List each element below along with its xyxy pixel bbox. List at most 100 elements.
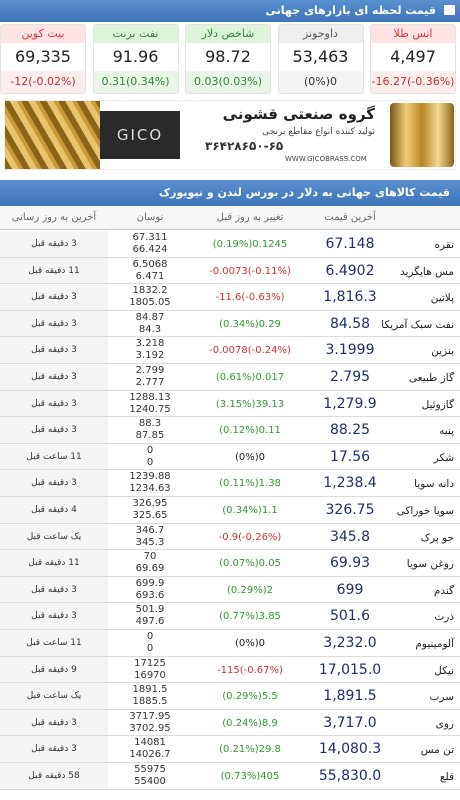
ticker-change: 0.31(0.34%): [93, 71, 178, 93]
table-row: دانه سویا 1,238.4 (0.11%)1.38 1239.88 1234.6…: [0, 470, 460, 497]
table-row: روغن سویا 69.93 (0.07%)0.05 70 69.69 11 دقیقه…: [0, 550, 460, 577]
commodity-name: شکر: [433, 451, 454, 464]
table-row: قلع 55,830.0 (0.73%)405 55975 55400 58 دقیقه …: [0, 763, 460, 790]
updated-bg: [0, 709, 108, 736]
ticker-card[interactable]: انس طلا 4,497 -16.27(-0.36%): [370, 24, 456, 94]
daily-change: (0%)0: [234, 451, 266, 463]
ticker-value: 91.96: [112, 47, 159, 66]
last-update: 3 دقیقه قبل: [31, 292, 77, 303]
range-low: 325.65: [132, 510, 168, 521]
banner-rods-image: [5, 101, 100, 169]
last-price: 501.6: [329, 608, 371, 625]
last-price: 1,816.3: [323, 289, 377, 306]
column-header: آخرین به روز رسانی: [11, 212, 97, 223]
table-row: تن مس 14,080.3 (0.21%)29.8 14081 14026.7 3 دق…: [0, 736, 460, 763]
table-row: نقره 67.148 (0.19%)0.1245 67.311 66.424 3 دقی…: [0, 231, 460, 258]
range-high: 0: [146, 631, 154, 642]
last-price: 1,891.5: [323, 688, 377, 705]
commodity-name: بنزین: [431, 345, 454, 358]
banner-tagline: تولید کننده انواع مقاطع برنجی: [262, 127, 375, 137]
last-price: 3.1999: [325, 342, 375, 359]
range-low: 0: [146, 643, 154, 654]
banner-brass-image: [390, 103, 454, 167]
commodity-name: جو پرک: [420, 531, 454, 544]
updated-bg: [0, 630, 108, 656]
ticker-value: 69,335: [15, 47, 71, 66]
range-low: 3702.95: [129, 722, 171, 734]
last-price: 14,080.3: [318, 741, 382, 758]
table-row: شکر 17.56 (0%)0 0 0 11 ساعت قبل: [0, 443, 460, 471]
commodity-name: تن مس: [420, 744, 454, 757]
last-price: 84.58: [329, 315, 371, 332]
range-low: 87.85: [135, 430, 165, 442]
banner-website: WWW.GICOBRASS.COM: [285, 155, 367, 163]
column-header: تغییر به روز قبل: [216, 212, 284, 223]
ticker-card[interactable]: بیت کوین 69,335 -12(-0.02%): [0, 24, 86, 94]
banner-phone: ۳۶۴۲۸۶۵۰-۶۵: [205, 139, 284, 153]
updated-bg: [0, 683, 108, 709]
daily-change: (0.34%)1.1: [222, 505, 278, 516]
range-high: 501.9: [135, 604, 165, 616]
table-row: گاز طبیعی 2.795 (0.61%)0.017 2.799 2.777 3 دق…: [0, 364, 460, 391]
table-row: روی 3,717.0 (0.24%)8.9 3717.95 3702.95 3 دقیق…: [0, 709, 460, 737]
daily-change: -115(-0.67%): [217, 664, 283, 676]
daily-change: -11.6(-0.63%): [215, 292, 285, 304]
updated-bg: [0, 603, 108, 629]
table-header: آخرین قیمت تغییر به روز قبل نوسان آخرین به …: [0, 206, 460, 230]
last-price: 17.56: [329, 448, 371, 465]
range-high: 1239.88: [129, 471, 171, 483]
table-row: ذرت 501.6 (0.77%)3.85 501.9 497.6 3 دقیقه قبل: [0, 603, 460, 630]
column-header: نوسان: [136, 212, 164, 223]
header-icon: [444, 5, 455, 15]
table-row: گندم 699 (0.29%)2 699.9 693.6 3 دقیقه قبل: [0, 576, 460, 604]
updated-bg: [0, 257, 108, 284]
commodity-name: پلاتین: [430, 292, 454, 305]
range-high: 699.9: [135, 577, 165, 589]
commodity-name: قلع: [439, 771, 454, 783]
updated-bg: [0, 497, 108, 523]
daily-change: (0.21%)29.8: [219, 744, 281, 756]
updated-bg: [0, 470, 108, 496]
commodity-name: نقره: [434, 239, 454, 251]
banner-company: گروه صنعتی قشونی: [222, 105, 375, 123]
last-price: 55,830.0: [318, 768, 382, 784]
updated-bg: [0, 310, 108, 337]
last-update: 3 دقیقه قبل: [31, 318, 77, 329]
commodity-name: مس هایگرید: [399, 265, 454, 278]
last-update: 58 دقیقه قبل: [28, 771, 80, 781]
last-price: 3,232.0: [323, 635, 377, 651]
last-price: 69.93: [329, 555, 371, 572]
range-low: 14026.7: [129, 749, 171, 761]
ticker-name: داوجونز: [278, 25, 363, 43]
ticker-card[interactable]: شاخص دلار 98.72 0.03(0.03%): [185, 24, 271, 94]
table-row: نیکل 17,015.0 -115(-0.67%) 17125 16970 9 دقیق…: [0, 656, 460, 684]
range-low: 66.424: [132, 244, 168, 255]
last-price: 17,015.0: [318, 661, 382, 678]
last-update: یک ساعت قبل: [26, 531, 82, 542]
last-price: 6.4902: [325, 262, 375, 279]
last-update: 11 ساعت قبل: [26, 638, 82, 648]
range-high: 55975: [134, 764, 166, 775]
daily-change: (0.19%)0.1245: [212, 239, 288, 250]
updated-bg: [0, 364, 108, 390]
updated-bg: [0, 763, 108, 789]
commodity-name: آلومینیوم: [415, 638, 454, 650]
range-low: 69.69: [135, 563, 165, 575]
daily-change: -0.0073(-0.11%): [209, 265, 291, 277]
table-row: آلومینیوم 3,232.0 (0%)0 0 0 11 ساعت قبل: [0, 630, 460, 657]
range-high: 3.218: [135, 338, 165, 350]
last-update: 11 دقیقه قبل: [28, 265, 80, 276]
range-high: 70: [143, 551, 157, 563]
last-update: 3 دقیقه قبل: [31, 744, 77, 755]
last-price: 67.148: [325, 236, 375, 252]
daily-change: (0.11%)1.38: [219, 478, 281, 490]
ticker-card[interactable]: نفت برنت 91.96 0.31(0.34%): [92, 24, 179, 94]
commodity-name: دانه سویا: [414, 478, 454, 491]
banner[interactable]: GICO گروه صنعتی قشونی تولید کننده انواع …: [4, 100, 456, 170]
range-low: 3.192: [135, 350, 165, 362]
daily-change: (0.34%)0.29: [219, 318, 281, 330]
range-high: 1832.2: [132, 285, 168, 297]
ticker-card[interactable]: داوجونز 53,463 (0%)0: [277, 24, 364, 94]
range-low: 345.3: [135, 536, 165, 548]
last-update: 3 دقیقه قبل: [31, 478, 77, 489]
